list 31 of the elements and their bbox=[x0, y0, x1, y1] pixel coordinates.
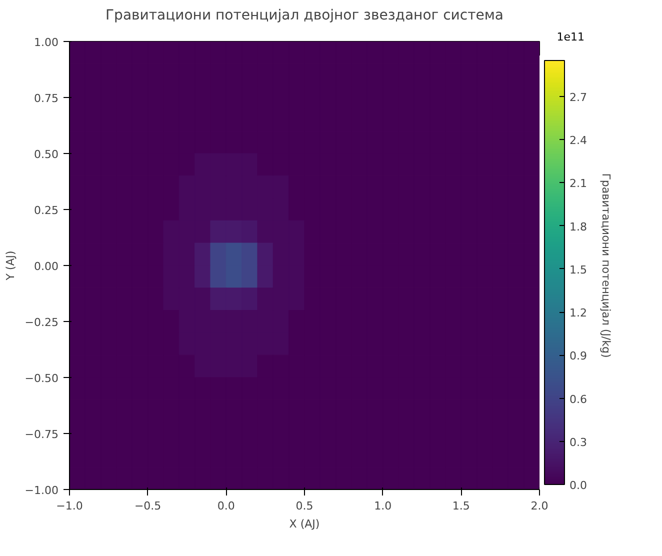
y-tick-label: 1.00 bbox=[34, 36, 59, 49]
x-tick-label: −0.5 bbox=[134, 500, 162, 512]
x-tick-label: 1.0 bbox=[374, 500, 392, 512]
color-bar-label: 0.9 bbox=[570, 350, 587, 363]
x-tick-label: 2.0 bbox=[530, 500, 548, 512]
x-tick-label: 1.5 bbox=[452, 500, 470, 512]
x-tick-label: 0.0 bbox=[217, 500, 235, 512]
color-bar-label: 2.4 bbox=[570, 134, 587, 148]
color-bar-label: 1.5 bbox=[570, 263, 587, 276]
x-axis-title: X (AJ) bbox=[289, 518, 320, 530]
text: 1e11 bbox=[556, 30, 584, 44]
chart-title: Гравитациони потенцијал двојног звезданог система bbox=[106, 8, 504, 24]
color-bar-label: 1.8 bbox=[570, 220, 587, 234]
y-tick-label: 0.00 bbox=[34, 260, 59, 273]
color-bar-label: 0.0 bbox=[570, 479, 587, 492]
y-tick-label: −0.75 bbox=[24, 428, 59, 441]
x-tick-label: 0.5 bbox=[296, 500, 314, 512]
y-tick-label: 0.25 bbox=[34, 204, 59, 217]
y-tick-label: 0.50 bbox=[34, 148, 59, 161]
x-tick-label: −1.0 bbox=[56, 500, 83, 512]
y-tick-label: −1.00 bbox=[24, 484, 59, 497]
color-bar-label: 2.7 bbox=[570, 90, 587, 104]
y-tick-label: −0.25 bbox=[24, 316, 59, 329]
color-bar-title: Гравитациони потенцијал (J/kg) bbox=[600, 173, 612, 358]
color-bar-label: 1.2 bbox=[570, 306, 587, 320]
color-bar-label: 0.3 bbox=[570, 436, 587, 449]
color-bar-label: 2.1 bbox=[570, 177, 587, 190]
y-axis-title: Y (AJ) bbox=[4, 250, 17, 282]
color-bar-label: 0.6 bbox=[570, 392, 587, 406]
y-tick-label: −0.50 bbox=[24, 372, 59, 385]
y-tick-label: 0.75 bbox=[34, 92, 59, 105]
